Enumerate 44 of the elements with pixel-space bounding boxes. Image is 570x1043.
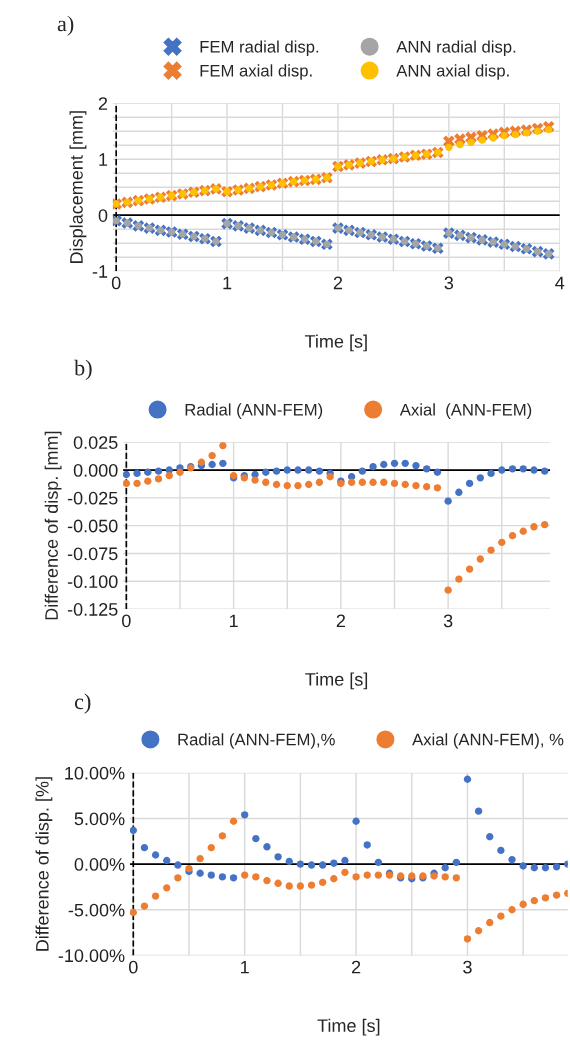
y-tick-label: -0.100 — [67, 575, 118, 589]
x-tick-label: 4 — [555, 276, 565, 290]
legend-label: ANN radial disp. — [396, 40, 516, 56]
y-tick-label: 0 — [98, 209, 108, 222]
x-tick-label: 2 — [333, 276, 343, 290]
y-tick-label: -1 — [92, 265, 108, 278]
chart-title: a) — [57, 15, 74, 36]
x-axis-title: Time [s] — [305, 672, 368, 690]
x-tick-label: 2 — [336, 614, 345, 628]
legend-label: Radial (ANN-FEM),% — [178, 733, 335, 749]
y-tick-label: -0.075 — [67, 547, 118, 561]
legend-label: Radial (ANN-FEM) — [185, 403, 323, 419]
y-tick-label: 2 — [98, 97, 108, 110]
y-axis-title: Difference of disp. [%] — [35, 777, 53, 951]
y-tick-label: -5.00% — [68, 903, 125, 917]
legend-label: ANN axial disp. — [396, 64, 509, 80]
x-tick-label: 3 — [463, 960, 472, 974]
chart-title: c) — [74, 693, 91, 714]
y-tick-label: -0.025 — [67, 491, 118, 505]
x-tick-label: 3 — [444, 276, 454, 290]
chart-title: b) — [74, 359, 92, 380]
legend-label: Axial (ANN-FEM) — [399, 403, 532, 419]
y-tick-label: 0.025 — [73, 436, 118, 449]
y-axis-title: Difference of disp. [mm] — [44, 431, 62, 620]
legend-label: Axial (ANN-FEM), % — [412, 733, 564, 749]
y-tick-label: 0.000 — [73, 463, 118, 477]
x-tick-label: 1 — [229, 614, 238, 628]
legend-label: FEM radial disp. — [200, 40, 319, 56]
y-tick-label: -0.125 — [67, 603, 118, 616]
x-tick-label: 2 — [351, 960, 361, 974]
x-tick-label: 1 — [223, 276, 232, 290]
y-axis-title: Displacement [mm] — [69, 111, 87, 263]
y-tick-label: -10.00% — [58, 949, 125, 963]
x-axis-title: Time [s] — [317, 1018, 380, 1036]
y-tick-label: 5.00% — [74, 812, 125, 826]
x-axis-title: Time [s] — [304, 334, 367, 352]
x-tick-label: 0 — [128, 960, 138, 974]
x-tick-label: 1 — [241, 960, 249, 974]
y-tick-label: 1 — [99, 153, 108, 166]
x-tick-label: 3 — [443, 614, 453, 628]
y-tick-label: 0.00% — [74, 858, 125, 871]
y-tick-label: 10.00% — [65, 766, 125, 780]
legend-label: FEM axial disp. — [200, 64, 312, 80]
y-tick-label: -0.050 — [67, 519, 118, 533]
